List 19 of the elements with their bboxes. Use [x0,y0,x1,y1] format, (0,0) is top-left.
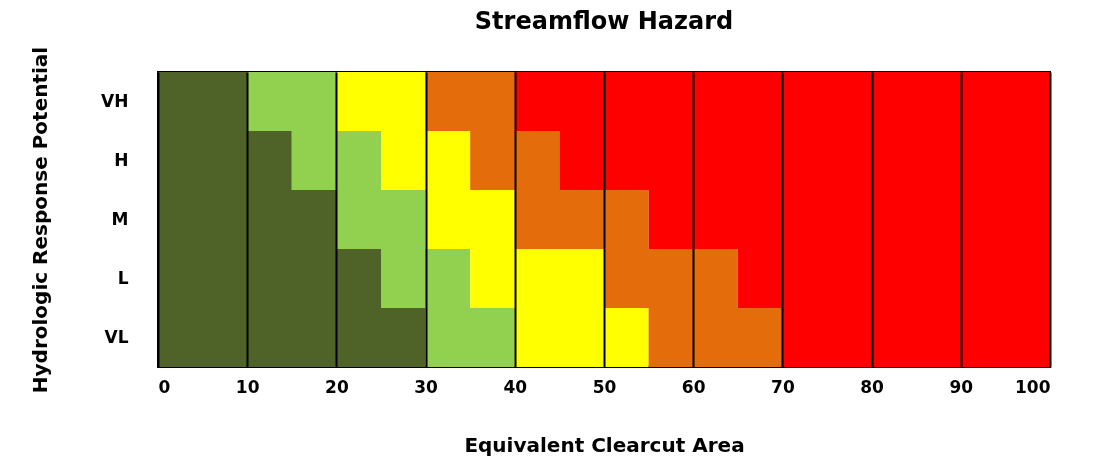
x-tick-label: 20 [325,376,349,397]
x-tick-label: 80 [860,376,885,397]
x-tick-label: 10 [235,376,260,397]
x-tick-label: 70 [771,376,795,397]
y-axis-title: Hydrologic Response Potential [28,46,53,394]
x-tick-label: 100 [1015,376,1051,397]
x-axis-title: Equivalent Clearcut Area [464,432,745,457]
x-tick-label: 60 [681,376,706,397]
x-tick-label: 40 [503,376,528,397]
chart-title: Streamflow Hazard [474,7,734,36]
x-tick-label: 0 [158,376,171,397]
y-tick-label: H [114,149,129,170]
y-tick-label: VL [104,326,129,347]
y-tick-label: L [117,267,129,288]
y-tick-label: VH [101,90,129,111]
y-tick-label: M [111,208,129,229]
x-tick-label: 90 [949,376,974,397]
x-tick-label: 50 [592,376,617,397]
x-tick-label: 30 [414,376,439,397]
